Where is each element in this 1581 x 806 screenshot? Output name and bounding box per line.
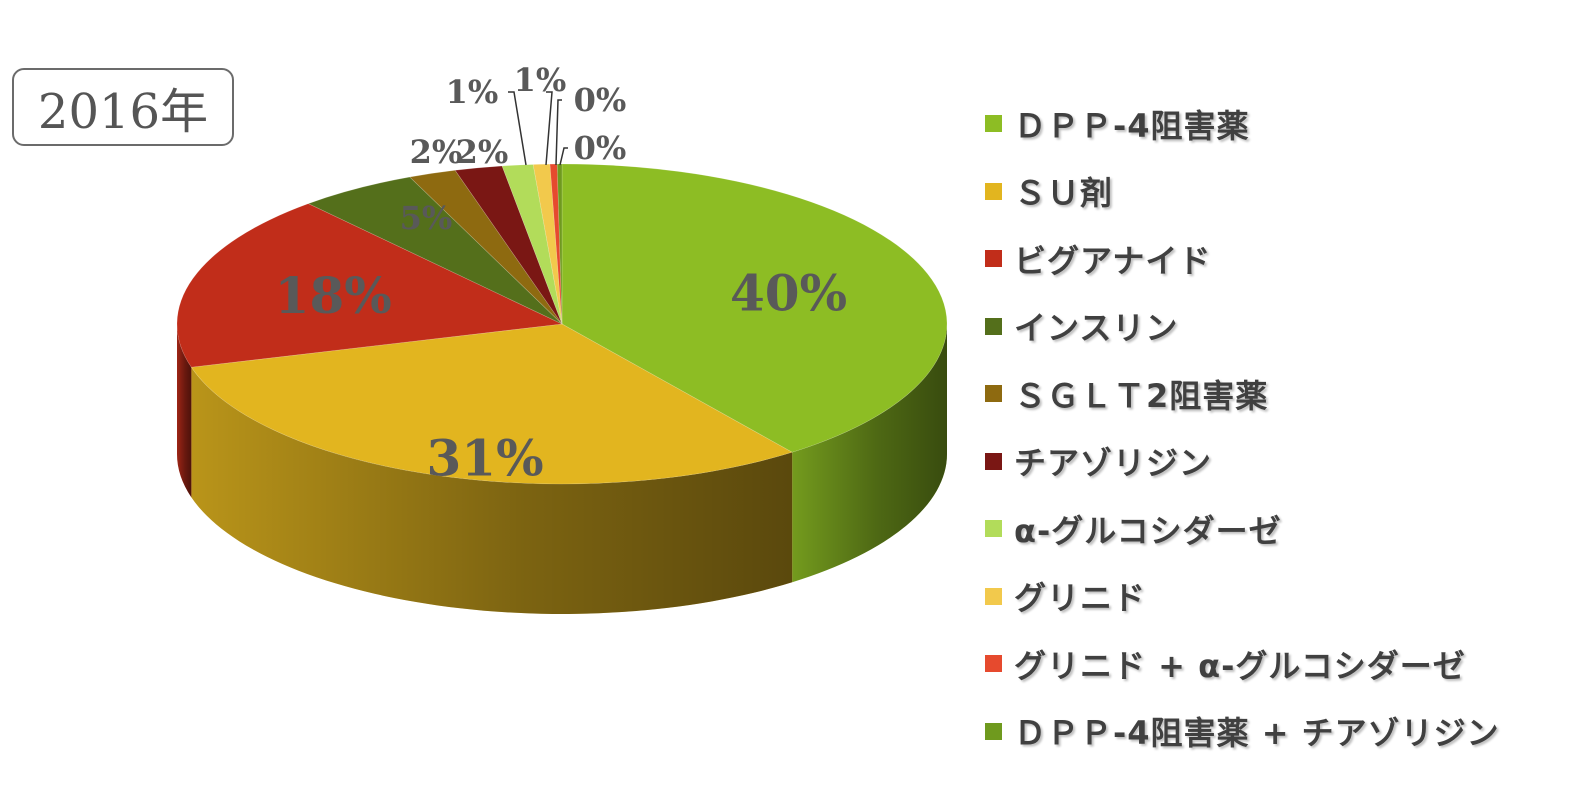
- pie-slice-4: [409, 169, 563, 325]
- slice-label-4: 2%: [410, 133, 463, 171]
- legend-label: グリニド: [1014, 579, 1147, 618]
- legend-label: グリニド + α-グルコシダーゼ: [1014, 646, 1466, 685]
- pie-slice-7: [532, 163, 563, 325]
- slice-label-9: 0%: [574, 129, 627, 167]
- legend-label: ＤＰＰ-4阻害薬 + チアゾリジン: [1014, 714, 1500, 753]
- leader-line-7: [545, 91, 553, 166]
- legend-label: ＳＵ剤: [1014, 174, 1114, 213]
- year-badge: 2016年: [12, 68, 234, 146]
- slice-label-1: 31%: [427, 428, 544, 487]
- legend-swatch: [985, 317, 1002, 335]
- leader-lines: [508, 91, 568, 166]
- legend-item: ビグアナイド: [985, 225, 1500, 293]
- legend-item: ＳＵ剤: [985, 158, 1500, 226]
- legend-swatch: [985, 250, 1002, 268]
- legend-label: α-グルコシダーゼ: [1014, 511, 1282, 550]
- legend-swatch: [985, 520, 1002, 538]
- legend-item: グリニド + α-グルコシダーゼ: [985, 630, 1500, 698]
- leader-line-9: [559, 147, 568, 166]
- slice-label-5: 2%: [456, 133, 509, 171]
- pie-sides: [177, 324, 947, 615]
- legend-item: α-グルコシダーゼ: [985, 495, 1500, 563]
- legend-item: インスリン: [985, 293, 1500, 361]
- pie-slice-6: [501, 164, 563, 325]
- legend-label: チアゾリジン: [1014, 444, 1213, 483]
- pie-top: [176, 163, 948, 485]
- legend-item: ＤＰＰ-4阻害薬: [985, 90, 1500, 158]
- legend-swatch: [985, 655, 1002, 673]
- legend-item: チアゾリジン: [985, 428, 1500, 496]
- legend: ＤＰＰ-4阻害薬 ＳＵ剤ビグアナイド インスリン ＳＧＬＴ2阻害薬 チアゾリジン α-グル…: [985, 90, 1500, 765]
- legend-swatch: [985, 385, 1002, 403]
- pie-side-shade-2: [177, 324, 192, 498]
- pie-labels: 40%31%18%5%2%2%1% 1%0%0%: [275, 61, 847, 487]
- pie-side-shade-1: [191, 367, 793, 615]
- slice-label-7: 1%: [514, 61, 567, 99]
- pie-slice-0: [561, 163, 948, 453]
- leader-line-6: [508, 91, 527, 166]
- legend-swatch: [985, 722, 1002, 740]
- legend-item: グリニド: [985, 563, 1500, 631]
- pie-slice-3: [307, 176, 563, 325]
- year-label: 2016年: [37, 84, 209, 140]
- legend-item: ＳＧＬＴ2阻害薬: [985, 360, 1500, 428]
- legend-swatch: [985, 587, 1002, 605]
- legend-label: インスリン: [1014, 309, 1179, 348]
- slice-label-8: 0%: [574, 81, 627, 119]
- pie-slice-5: [454, 165, 563, 325]
- slice-label-2: 18%: [275, 266, 392, 325]
- pie-slice-8: [549, 163, 563, 325]
- slice-label-0: 40%: [730, 263, 847, 322]
- slice-label-6: 1%: [446, 73, 499, 111]
- leader-line-8: [555, 99, 562, 166]
- pie-slice-1: [190, 323, 793, 485]
- legend-swatch: [985, 115, 1002, 133]
- legend-swatch: [985, 182, 1002, 200]
- pie-side-shade-0: [792, 324, 947, 583]
- slice-label-3: 5%: [400, 199, 453, 237]
- legend-label: ＳＧＬＴ2阻害薬: [1014, 376, 1269, 415]
- legend-label: ＤＰＰ-4阻害薬: [1014, 106, 1250, 145]
- pie-slice-2: [176, 203, 564, 368]
- legend-label: ビグアナイド: [1014, 241, 1212, 280]
- legend-item: ＤＰＰ-4阻害薬 + チアゾリジン: [985, 698, 1500, 766]
- legend-swatch: [985, 452, 1002, 470]
